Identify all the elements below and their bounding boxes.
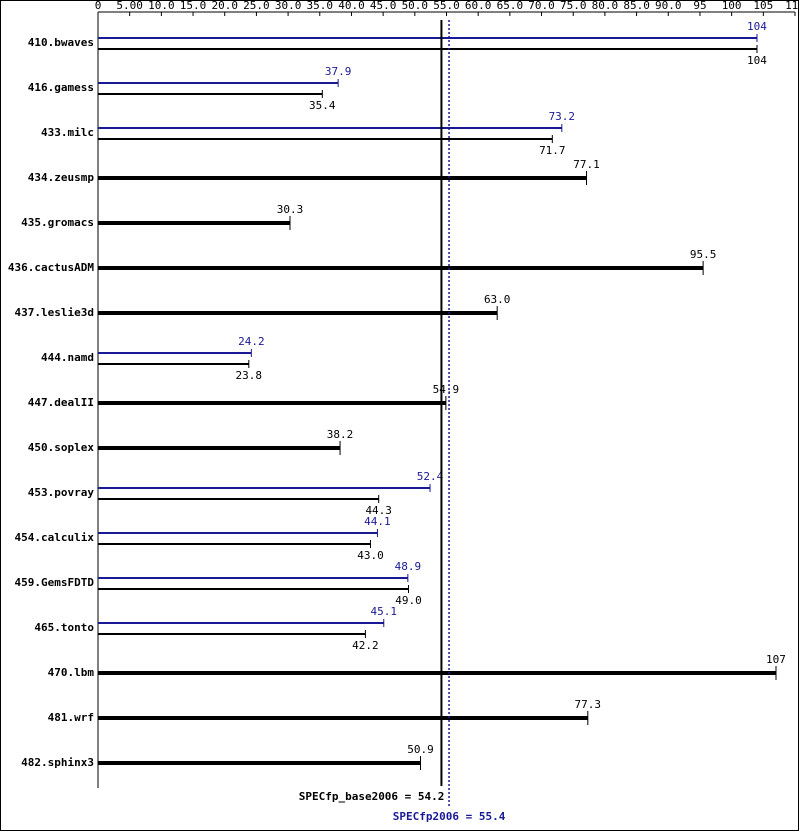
value-label: 23.8	[236, 369, 263, 382]
x-tick-label: 50.0	[402, 0, 429, 12]
bar	[98, 37, 757, 39]
value-label: 35.4	[309, 99, 336, 112]
x-tick-label: 100	[722, 0, 742, 12]
x-tick-label: 35.0	[307, 0, 334, 12]
category-label: 444.namd	[41, 351, 94, 364]
category-label: 410.bwaves	[28, 36, 94, 49]
value-label: 42.2	[352, 639, 379, 652]
bar	[98, 622, 384, 624]
x-tick-label: 30.0	[275, 0, 302, 12]
value-label: 52.4	[417, 470, 444, 483]
bar	[98, 588, 409, 590]
x-tick-label: 65.0	[497, 0, 524, 12]
bar	[98, 138, 553, 140]
category-label: 416.gamess	[28, 81, 94, 94]
category-label: 433.milc	[41, 126, 94, 139]
value-label: 44.3	[365, 504, 392, 517]
bar	[98, 671, 776, 675]
category-label: 437.leslie3d	[15, 306, 94, 319]
bar	[98, 363, 249, 365]
x-tick-label: 5.00	[116, 0, 143, 12]
value-label: 48.9	[395, 560, 422, 573]
value-label: 38.2	[327, 428, 354, 441]
category-label: 436.cactusADM	[8, 261, 94, 274]
value-label: 44.1	[364, 515, 391, 528]
bar	[98, 176, 587, 180]
value-label: 37.9	[325, 65, 352, 78]
value-label: 73.2	[549, 110, 576, 123]
category-label: 482.sphinx3	[21, 756, 94, 769]
x-tick-label: 105	[753, 0, 773, 12]
bar	[98, 352, 252, 354]
value-label: 49.0	[395, 594, 422, 607]
x-tick-label: 75.0	[560, 0, 587, 12]
bar	[98, 48, 757, 50]
value-label: 43.0	[357, 549, 384, 562]
value-label: 107	[766, 653, 786, 666]
value-label: 95.5	[690, 248, 717, 261]
bar	[98, 532, 378, 534]
reference-label: SPECfp_base2006 = 54.2	[299, 790, 445, 803]
value-label: 30.3	[277, 203, 304, 216]
category-label: 447.dealII	[28, 396, 94, 409]
x-tick-label: 70.0	[528, 0, 555, 12]
value-label: 104	[747, 20, 767, 33]
x-tick-label: 60.0	[465, 0, 492, 12]
category-label: 450.soplex	[28, 441, 95, 454]
bar	[98, 266, 704, 270]
bar	[98, 401, 446, 405]
category-label: 465.tonto	[34, 621, 94, 634]
x-tick-label: 110	[785, 0, 799, 12]
value-label: 77.3	[575, 698, 602, 711]
bar	[98, 487, 431, 489]
category-label: 453.povray	[28, 486, 95, 499]
x-tick-label: 55.0	[433, 0, 460, 12]
bar	[98, 93, 323, 95]
x-tick-label: 25.0	[243, 0, 270, 12]
value-label: 63.0	[484, 293, 511, 306]
category-label: 435.gromacs	[21, 216, 94, 229]
x-tick-label: 45.0	[370, 0, 397, 12]
bar	[98, 633, 366, 635]
bar	[98, 446, 341, 450]
x-tick-label: 85.0	[623, 0, 650, 12]
x-tick-label: 40.0	[338, 0, 365, 12]
bar	[98, 311, 498, 315]
category-label: 470.lbm	[48, 666, 95, 679]
category-label: 481.wrf	[48, 711, 94, 724]
x-tick-label: 0	[95, 0, 102, 12]
x-tick-label: 90.0	[655, 0, 682, 12]
bar	[98, 716, 588, 720]
x-tick-label: 15.0	[180, 0, 207, 12]
value-label: 24.2	[238, 335, 265, 348]
x-tick-label: 20.0	[211, 0, 238, 12]
category-label: 459.GemsFDTD	[15, 576, 95, 589]
value-label: 45.1	[371, 605, 398, 618]
value-label: 71.7	[539, 144, 566, 157]
bar	[98, 127, 562, 129]
value-label: 50.9	[407, 743, 434, 756]
bar	[98, 761, 421, 765]
reference-label: SPECfp2006 = 55.4	[393, 810, 506, 823]
x-tick-label: 80.0	[592, 0, 619, 12]
value-label: 54.9	[433, 383, 460, 396]
bar	[98, 577, 408, 579]
bar	[98, 498, 379, 500]
bar	[98, 543, 371, 545]
bar	[98, 82, 339, 84]
value-label: 77.1	[573, 158, 600, 171]
x-tick-label: 95	[693, 0, 706, 12]
value-label: 104	[747, 54, 767, 67]
category-label: 434.zeusmp	[28, 171, 95, 184]
category-label: 454.calculix	[15, 531, 95, 544]
x-tick-label: 10.0	[148, 0, 175, 12]
bar	[98, 221, 290, 225]
